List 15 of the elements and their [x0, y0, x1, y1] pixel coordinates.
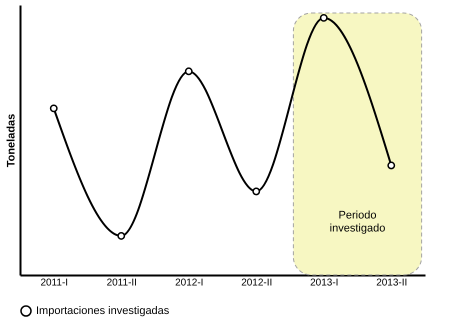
- x-tick-label: 2011-I: [40, 278, 68, 288]
- point: [387, 162, 396, 170]
- point: [50, 104, 58, 112]
- band-label: Periodo investigado: [330, 210, 386, 235]
- point: [252, 188, 260, 196]
- x-tick-label: 2013-I: [310, 278, 338, 288]
- legend-label: Importaciones investigadas: [36, 305, 170, 317]
- point: [184, 67, 193, 76]
- x-tick-label: 2011-II: [106, 278, 137, 288]
- point: [320, 14, 328, 22]
- x-tick-label: 2013-II: [376, 278, 408, 288]
- point: [117, 232, 126, 240]
- y-axis-title: Toneladas: [6, 114, 18, 168]
- x-tick-label: 2012-II: [241, 278, 272, 288]
- x-tick-label: 2012-I: [175, 278, 204, 288]
